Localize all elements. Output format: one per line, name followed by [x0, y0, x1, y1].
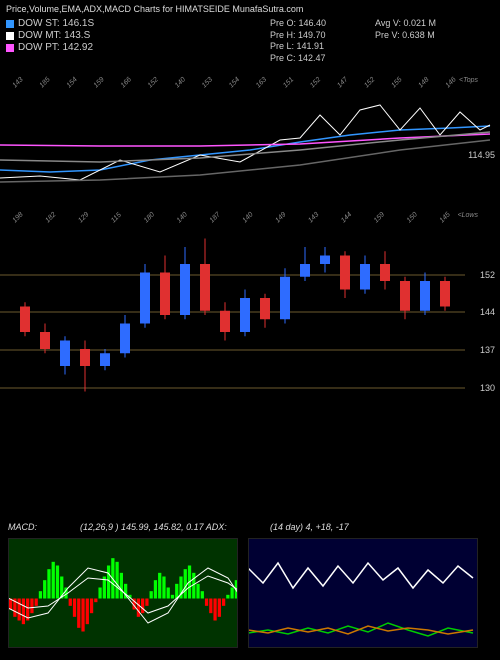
svg-text:137: 137 — [480, 345, 495, 355]
svg-text:152: 152 — [309, 76, 322, 89]
legend-label: DOW MT: 143.S — [18, 30, 90, 41]
top-labels: 143 185 154 159 166 152 140 153 154 163 151 152 147 1… — [0, 70, 500, 100]
svg-text:163: 163 — [255, 76, 268, 89]
volume-info: Avg V: 0.021 M Pre V: 0.638 M — [375, 18, 436, 41]
svg-text:143: 143 — [307, 211, 320, 224]
svg-text:114.95: 114.95 — [468, 150, 495, 160]
svg-text:145: 145 — [439, 211, 452, 224]
pre-high: Pre H: 149.70 — [270, 30, 326, 42]
legend-item: DOW ST: 146.1S — [6, 18, 94, 29]
mid-labels: 198 182 129 115 180 140 187 140 149 143 144 159 150 1… — [0, 205, 500, 230]
legend-swatch — [6, 44, 14, 52]
svg-text:185: 185 — [39, 76, 52, 89]
svg-text:148: 148 — [417, 76, 430, 89]
svg-text:115: 115 — [110, 211, 123, 224]
svg-text:130: 130 — [480, 383, 495, 393]
svg-text:166: 166 — [120, 76, 133, 89]
svg-text:180: 180 — [143, 211, 156, 224]
macd-chart — [8, 538, 238, 648]
svg-text:155: 155 — [390, 76, 403, 89]
svg-text:<Tops: <Tops — [459, 77, 479, 84]
svg-text:187: 187 — [209, 210, 223, 224]
macd-info: (12,26,9 ) 145.99, 145.82, 0.17 ADX: — [80, 522, 227, 532]
svg-text:146: 146 — [444, 76, 457, 89]
svg-text:151: 151 — [282, 76, 295, 89]
svg-text:140: 140 — [174, 76, 187, 89]
adx-chart — [248, 538, 478, 648]
svg-text:159: 159 — [373, 211, 386, 224]
svg-text:154: 154 — [228, 76, 241, 89]
legend-label: DOW PT: 142.92 — [18, 42, 93, 53]
svg-text:152: 152 — [363, 76, 376, 89]
svg-text:150: 150 — [406, 211, 419, 224]
svg-text:154: 154 — [66, 76, 79, 89]
svg-text:159: 159 — [93, 76, 106, 89]
pre-low: Pre L: 141.91 — [270, 41, 326, 53]
svg-text:198: 198 — [11, 211, 24, 224]
ohlc-info: Pre O: 146.40 Pre H: 149.70 Pre L: 141.9… — [270, 18, 326, 65]
candlestick-chart: 152 144 137 130 — [0, 230, 500, 400]
svg-text:144: 144 — [480, 307, 495, 317]
pre-volume: Pre V: 0.638 M — [375, 30, 436, 42]
svg-text:129: 129 — [77, 211, 90, 224]
svg-text:152: 152 — [147, 76, 160, 89]
svg-text:143: 143 — [11, 76, 24, 89]
svg-text:182: 182 — [44, 211, 57, 224]
ema-chart: 114.95 — [0, 100, 500, 190]
legend-item: DOW PT: 142.92 — [6, 42, 93, 53]
macd-title: MACD: — [8, 522, 37, 532]
pre-open: Pre O: 146.40 — [270, 18, 326, 30]
adx-info: (14 day) 4, +18, -17 — [270, 522, 349, 532]
legend-swatch — [6, 32, 14, 40]
svg-text:140: 140 — [241, 211, 254, 224]
legend-swatch — [6, 20, 14, 28]
legend-label: DOW ST: 146.1S — [18, 18, 94, 29]
svg-text:149: 149 — [274, 211, 287, 224]
pre-close: Pre C: 142.47 — [270, 53, 326, 65]
avg-volume: Avg V: 0.021 M — [375, 18, 436, 30]
svg-text:153: 153 — [201, 76, 214, 89]
svg-text:144: 144 — [340, 211, 353, 224]
svg-text:147: 147 — [336, 75, 350, 89]
svg-text:<Lows: <Lows — [458, 212, 479, 219]
svg-text:140: 140 — [176, 211, 189, 224]
legend-item: DOW MT: 143.S — [6, 30, 90, 41]
page-title: Price,Volume,EMA,ADX,MACD Charts for HIM… — [6, 4, 303, 14]
svg-text:152: 152 — [480, 270, 495, 280]
